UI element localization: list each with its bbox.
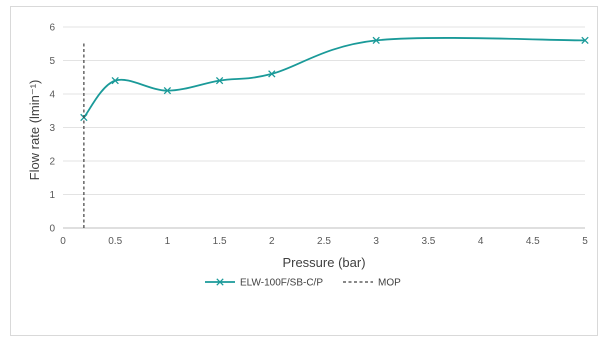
y-tick-label: 1 [49, 190, 55, 201]
legend-item: MOP [343, 278, 401, 289]
marker-stroke [163, 86, 172, 95]
x-tick-label: 3 [373, 236, 379, 247]
x-tick-label: 2 [269, 236, 275, 247]
x-axis-title: Pressure (bar) [282, 255, 365, 270]
x-tick-label: 1 [165, 236, 171, 247]
marker-stroke [372, 36, 380, 45]
x-tick-label: 4.5 [526, 236, 540, 247]
x-tick-label: 3.5 [421, 236, 435, 247]
data-point-0.5 [111, 76, 119, 85]
x-tick-label: 2.5 [317, 236, 331, 247]
x-tick-label: 0 [60, 236, 66, 247]
marker-stroke [215, 76, 224, 85]
y-tick-label: 5 [49, 56, 55, 67]
x-tick-label: 4 [478, 236, 484, 247]
data-point-5 [581, 36, 589, 45]
series-layer [80, 36, 589, 228]
data-point-3 [372, 36, 380, 45]
gridlines [63, 26, 585, 195]
x-tick-label: 5 [582, 236, 588, 247]
legend-label: MOP [378, 278, 401, 289]
legend-item: ELW-100F/SB-C/P [205, 278, 323, 289]
series-line [83, 37, 586, 119]
data-point-1.5 [215, 76, 224, 85]
marker-stroke [111, 76, 119, 85]
y-tick-label: 2 [49, 157, 55, 168]
y-tick-label: 4 [49, 90, 55, 101]
marker-stroke [581, 36, 589, 45]
x-tick-labels: 0 0.5 1 1.5 2 2.5 3 3.5 4 4.5 5 [60, 236, 588, 247]
data-point-1 [163, 86, 172, 95]
x-tick-label: 0.5 [108, 236, 122, 247]
legend-marker [216, 278, 224, 286]
data-point-2 [268, 70, 276, 78]
marker-stroke [216, 278, 224, 286]
y-tick-label: 6 [49, 23, 55, 34]
y-tick-label: 3 [49, 123, 55, 134]
y-axis-title: Flow rate (lmin⁻¹) [27, 80, 42, 181]
marker-stroke [268, 70, 276, 78]
y-tick-label: 0 [49, 224, 55, 235]
legend-label: ELW-100F/SB-C/P [240, 278, 323, 289]
y-tick-labels: 0 1 2 3 4 5 6 [49, 23, 55, 235]
x-tick-label: 1.5 [213, 236, 227, 247]
legend: ELW-100F/SB-C/P MOP [205, 278, 401, 289]
